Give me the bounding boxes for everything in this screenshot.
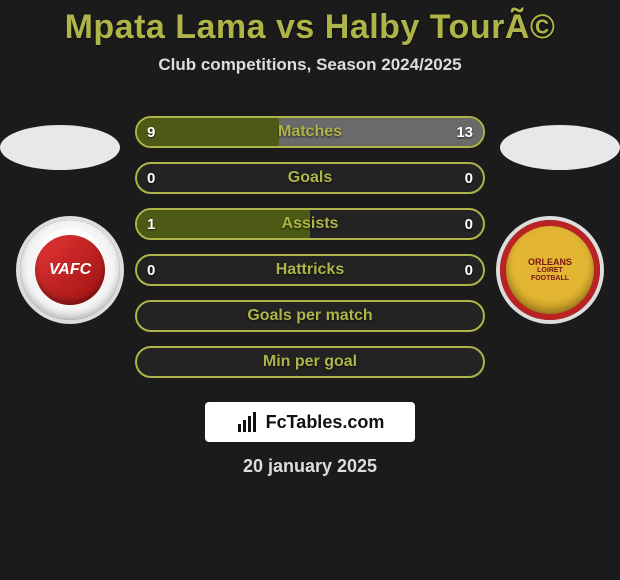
brand-text: FcTables.com [266,412,385,433]
comparison-area: VAFC ORLEANS LOIRET FOOTBALL 913Matches 0… [0,100,620,410]
ellipse-left [0,125,120,170]
stat-bar: Goals per match [135,300,485,332]
stat-bar: 10Assists [135,208,485,240]
stat-bar: Min per goal [135,346,485,378]
stat-label: Goals per match [137,302,483,330]
stat-bar: 00Hattricks [135,254,485,286]
chart-icon [236,410,260,434]
ellipse-right [500,125,620,170]
page-title: Mpata Lama vs Halby TourÃ© [0,0,620,47]
stat-bar: 913Matches [135,116,485,148]
stat-label: Matches [137,118,483,146]
crest-right-line3: FOOTBALL [531,275,569,282]
crest-right-line2: LOIRET [537,267,563,274]
stat-bar: 00Goals [135,162,485,194]
stat-label: Goals [137,164,483,192]
stat-label: Min per goal [137,348,483,376]
crest-right-line1: ORLEANS [528,258,572,267]
brand-badge: FcTables.com [205,402,415,442]
stat-bars: 913Matches 00Goals 10Assists 00Hattricks Goa… [135,116,485,392]
snapshot-date: 20 january 2025 [0,456,620,477]
stat-label: Assists [137,210,483,238]
team-crest-left: VAFC [20,220,120,320]
team-crest-right: ORLEANS LOIRET FOOTBALL [500,220,600,320]
team-crest-left-abbr: VAFC [35,235,105,305]
subtitle: Club competitions, Season 2024/2025 [0,55,620,75]
stat-label: Hattricks [137,256,483,284]
